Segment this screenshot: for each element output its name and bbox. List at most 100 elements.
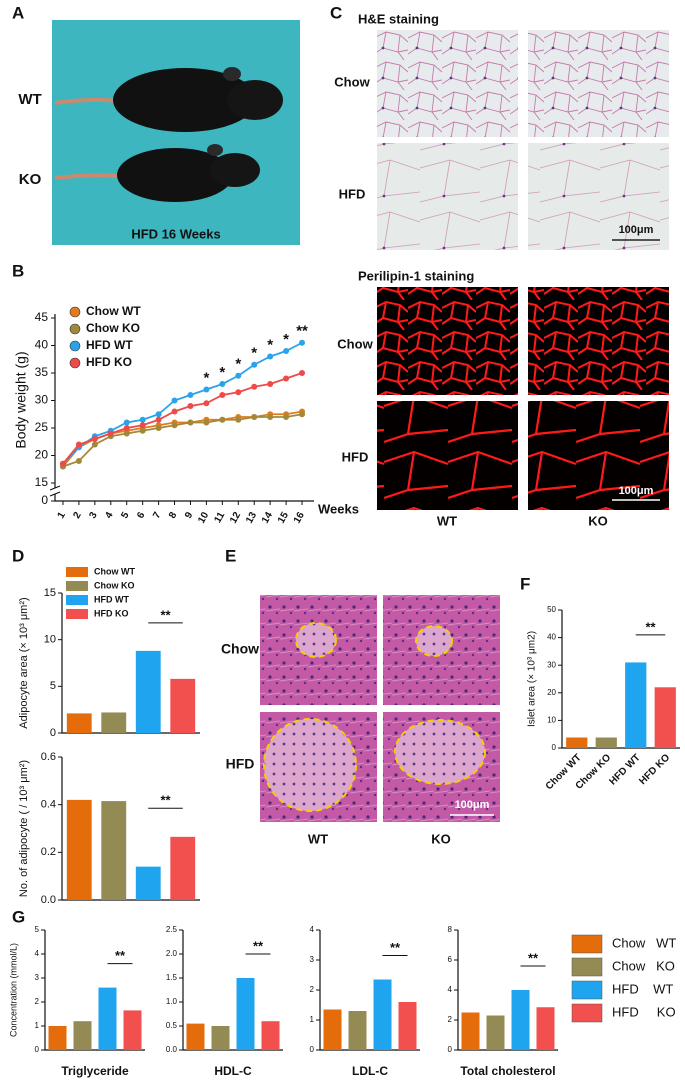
- significance: *: [219, 364, 225, 381]
- panel-label: G: [12, 907, 25, 926]
- y-axis-label: Islet area (× 10³ μm2): [527, 631, 538, 727]
- y-tick-label: 0: [552, 743, 557, 752]
- legend-label: HFD WT: [94, 594, 129, 604]
- legend-label: Chow KO: [94, 580, 135, 590]
- point: [155, 416, 162, 423]
- bar: [98, 987, 117, 1050]
- section-title: H&E staining: [358, 11, 439, 26]
- column-label: KO: [588, 513, 608, 528]
- photo: [528, 30, 669, 137]
- point: [171, 397, 178, 404]
- significance: **: [253, 938, 264, 953]
- x-tick-label: 14: [260, 510, 275, 526]
- photo: [528, 401, 669, 510]
- y-axis-label: Concentration (mmol/L): [8, 943, 18, 1037]
- bar: [135, 650, 161, 733]
- bar: [101, 712, 127, 733]
- point: [59, 460, 66, 467]
- point: [299, 411, 306, 418]
- x-tick-label: 2: [71, 510, 84, 521]
- y-tick-label: 0: [35, 1045, 40, 1054]
- significance: **: [160, 607, 171, 622]
- series-line: [62, 372, 303, 465]
- x-axis-label: Total cholesterol: [460, 1064, 555, 1078]
- scale-label: 100μm: [455, 799, 490, 811]
- legend-label: HFD KO: [94, 608, 129, 618]
- y-tick-label: 2: [35, 997, 40, 1006]
- legend-label: Chow KO: [612, 958, 675, 973]
- y-tick-label: 6: [448, 955, 453, 964]
- point: [267, 381, 274, 387]
- significance: *: [283, 331, 289, 348]
- bar: [66, 713, 92, 733]
- photo: [377, 287, 518, 395]
- point: [75, 458, 82, 464]
- x-tick-label: 13: [244, 510, 259, 526]
- x-tick-label: 3: [87, 510, 100, 521]
- legend-swatch: [571, 1003, 603, 1023]
- point: [203, 419, 210, 426]
- bar: [323, 1009, 342, 1050]
- bar: [123, 1010, 142, 1050]
- significance: **: [296, 323, 308, 340]
- bar: [170, 836, 196, 900]
- legend-label: Chow KO: [86, 321, 140, 335]
- x-tick-label: 15: [276, 510, 291, 526]
- mouse: [54, 144, 260, 202]
- panel-label: B: [12, 261, 24, 280]
- legend-label: HFD WT: [612, 981, 673, 996]
- row-label: Chow: [337, 336, 373, 351]
- x-tick-label: 11: [212, 510, 227, 525]
- y-tick-label: 50: [547, 605, 556, 614]
- y-tick-label: 0: [41, 493, 48, 507]
- y-tick-label: 1: [35, 1021, 40, 1030]
- point: [251, 414, 258, 420]
- legend-swatch: [571, 957, 603, 977]
- y-tick-label: 0.2: [41, 846, 56, 858]
- point: [123, 430, 130, 437]
- series-line: [62, 410, 303, 468]
- legend-marker: [69, 340, 81, 352]
- point: [139, 416, 146, 423]
- legend-swatch: [66, 609, 88, 619]
- point: [283, 348, 290, 354]
- x-axis-label: LDL-C: [352, 1064, 388, 1078]
- photo: [377, 401, 518, 510]
- photo: [377, 143, 518, 250]
- y-tick-label: 3: [35, 973, 40, 982]
- y-tick-label: 2.5: [166, 925, 178, 934]
- y-tick-label: 15: [35, 475, 49, 489]
- y-tick-label: 0.0: [166, 1045, 178, 1054]
- significance: **: [390, 940, 401, 955]
- bar: [536, 1007, 555, 1050]
- x-tick-label: 4: [103, 510, 116, 521]
- y-tick-label: 1.0: [166, 997, 178, 1006]
- y-tick-label: 20: [35, 448, 49, 462]
- y-axis-label: Body weight (g): [13, 351, 29, 448]
- x-tick-label: 1: [56, 510, 69, 521]
- scale-label: 100μm: [619, 224, 654, 236]
- significance: **: [115, 948, 126, 963]
- y-tick-label: 15: [44, 587, 56, 599]
- point: [203, 386, 210, 393]
- y-tick-label: 4: [310, 925, 315, 934]
- y-tick-label: 2.0: [166, 949, 178, 958]
- legend-swatch: [66, 581, 88, 591]
- y-tick-label: 40: [547, 633, 556, 642]
- legend-marker: [69, 306, 81, 318]
- legend-marker: [69, 357, 81, 369]
- point: [155, 411, 162, 418]
- legend-swatch: [66, 595, 88, 605]
- legend-marker: [69, 323, 81, 335]
- mouse: [54, 67, 283, 132]
- y-tick-label: 40: [35, 338, 49, 352]
- bar: [398, 1002, 417, 1050]
- x-tick-label: 5: [119, 510, 132, 521]
- legend-label: HFD KO: [86, 355, 132, 369]
- y-tick-label: 0.5: [166, 1021, 178, 1030]
- y-tick-label: 0: [448, 1045, 453, 1054]
- row-label: Chow: [221, 641, 259, 657]
- legend-swatch: [571, 934, 603, 954]
- point: [267, 353, 274, 360]
